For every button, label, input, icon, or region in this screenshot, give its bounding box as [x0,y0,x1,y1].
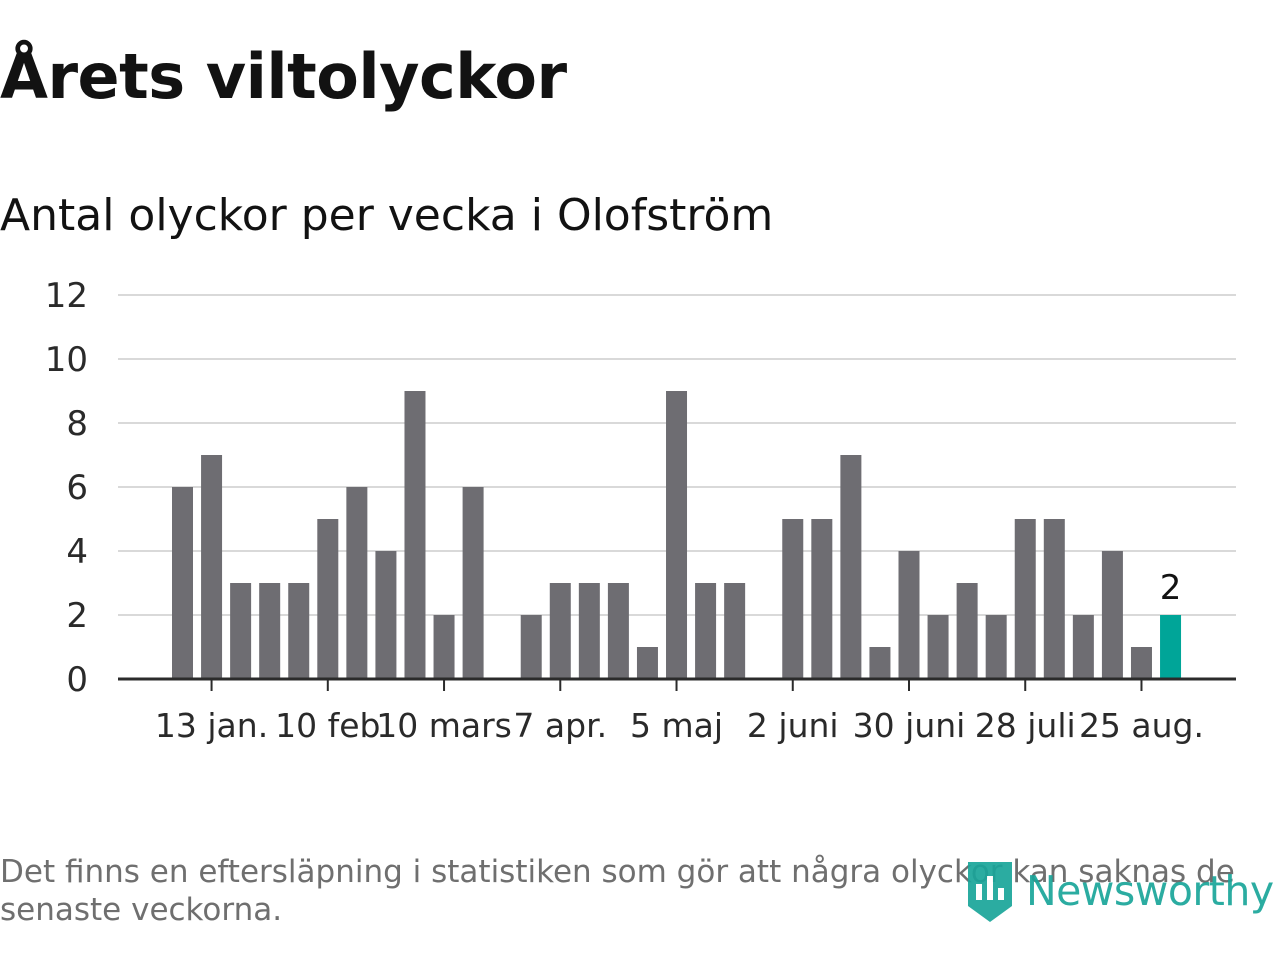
y-tick-label: 12 [45,276,88,316]
bar [985,615,1007,679]
chart-title: Årets viltolyckor [0,40,567,113]
newsworthy-logo: Newsworthy [964,858,1274,924]
bar [724,583,746,679]
bar [520,615,542,679]
y-tick-label: 6 [66,468,88,508]
bar [1130,647,1152,679]
footnote: Det finns en eftersläpning i statistiken… [0,854,1235,928]
bar [404,391,426,679]
bar [1043,519,1065,679]
bar [840,455,862,679]
x-tick-label: 10 feb [275,706,380,745]
y-tick-label: 10 [45,340,88,380]
x-tick-label: 30 juni [853,706,966,745]
bar [433,615,455,679]
bar [898,551,920,679]
highlight-bar [1160,615,1182,679]
bar [811,519,833,679]
x-tick-label: 10 mars [376,706,512,745]
bars [172,391,1182,679]
bar [1072,615,1094,679]
x-tick-label: 7 apr. [513,706,607,745]
y-tick-label: 4 [66,532,88,572]
chart-subtitle: Antal olyckor per vecka i Olofström [0,190,774,241]
bar [1014,519,1036,679]
y-tick-label: 0 [66,660,88,700]
x-tick-label: 13 jan. [155,706,268,745]
bar [346,487,368,679]
highlight-data-label: 2 [1160,568,1182,608]
bar [956,583,978,679]
bar [549,583,571,679]
newsworthy-bar-chart-icon [968,862,1012,922]
bar [1101,551,1123,679]
bar [462,487,484,679]
bar [607,583,629,679]
x-tick-label: 28 juli [975,706,1076,745]
bar [636,647,658,679]
bar [288,583,310,679]
bar [230,583,252,679]
bar [695,583,717,679]
y-tick-label: 8 [66,404,88,444]
bar [259,583,281,679]
bar [869,647,891,679]
bar [666,391,688,679]
bar [782,519,804,679]
y-tick-label: 2 [66,596,88,636]
bar [317,519,339,679]
bar [172,487,193,679]
logo-text: Newsworthy [1026,867,1274,915]
y-axis-ticks: 0 2 4 6 8 10 12 [45,276,88,700]
x-tick-label: 5 maj [630,706,723,745]
bar [927,615,949,679]
x-tick-label: 25 aug. [1079,706,1204,745]
data-labels: 2 [1160,568,1182,608]
bar [375,551,397,679]
bar [201,455,223,679]
x-tick-label: 2 juni [747,706,839,745]
bar [578,583,600,679]
